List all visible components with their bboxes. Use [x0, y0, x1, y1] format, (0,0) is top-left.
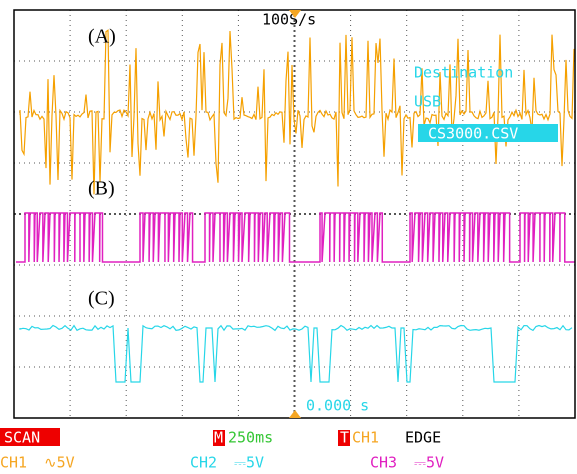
timebase: 250ms [228, 429, 273, 447]
destination-device: USB [414, 93, 441, 111]
trigger-type: EDGE [405, 429, 441, 447]
trigger-position-marker [289, 410, 301, 418]
timebase-marker: M [214, 429, 223, 447]
trigger-time: 0.000 s [306, 397, 369, 415]
trace-c [20, 326, 572, 383]
trace-label: (B) [88, 178, 115, 200]
channel-name: CH2 [190, 454, 217, 472]
oscilloscope-screen: 100S/s (A) (B) (C) Destination USB CS300… [0, 0, 577, 474]
mode: SCAN [4, 429, 40, 447]
channel-scale: ∿5V [44, 454, 75, 472]
trigger-marker: T [340, 429, 349, 447]
trace-label: (C) [88, 288, 115, 310]
trace-a [20, 30, 574, 194]
channel-scale: ⎓5V [414, 454, 444, 472]
sample-rate: 100S/s [262, 11, 316, 29]
trace-label: (A) [88, 26, 116, 48]
destination-file: CS3000.CSV [428, 125, 518, 143]
trigger-source: CH1 [352, 429, 379, 447]
destination-title: Destination [414, 64, 513, 82]
channel-name: CH1 [0, 454, 27, 472]
channel-scale: ⎓5V [234, 454, 264, 472]
channel-name: CH3 [370, 454, 397, 472]
